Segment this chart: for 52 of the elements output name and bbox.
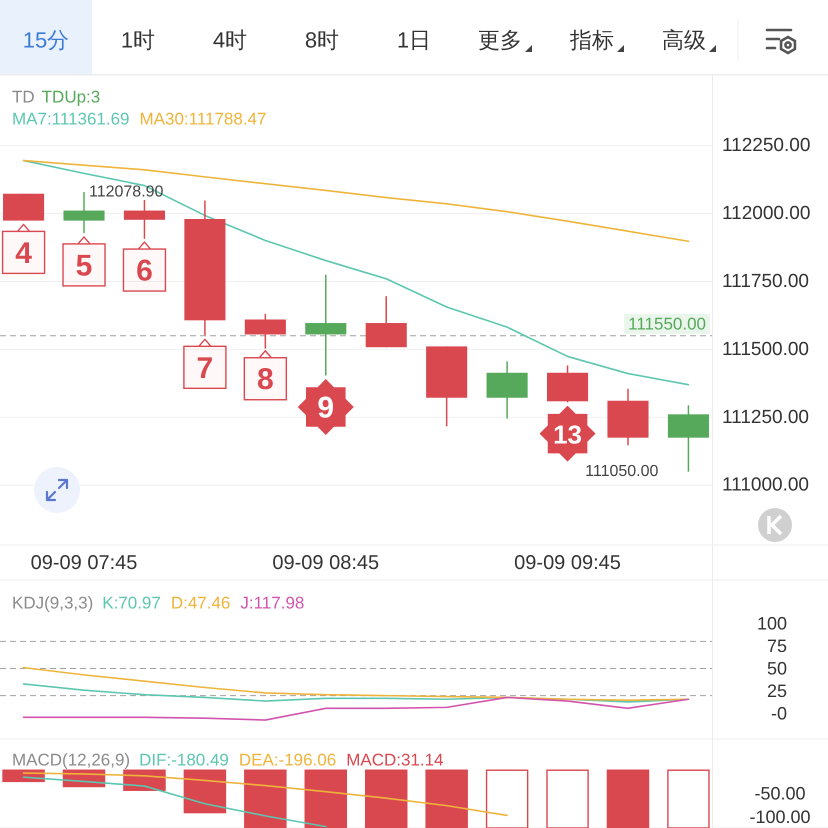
y-tick-label: -50.00 [754,784,806,804]
candlestick [305,274,346,376]
y-tick-label: 112250.00 [722,135,810,156]
y-tick-label: 25 [766,681,787,702]
text: K:70.97 [102,594,161,612]
y-tick-label: 100 [756,613,787,634]
annotation: 9 [317,391,334,424]
annotation: 111050.00 [585,463,659,480]
text: 4时 [212,28,248,52]
text: J:117.98 [240,594,304,612]
annotation: 112078.90 [89,184,164,201]
y-tick-label: 111250.00 [722,406,809,428]
annotation: 7 [196,352,214,385]
line-series [22,696,690,721]
text: 15分 [22,28,70,52]
y-tick-label: 111500.00 [722,338,809,360]
text: 指标 [569,28,614,52]
text: 更多 [478,28,522,52]
annotation: 8 [256,363,274,396]
line-series [22,776,327,828]
x-tick-label: 09-09 07:45 [30,552,138,574]
annotation: 4 [15,236,32,270]
text: MA7:111361.69 [12,110,130,128]
text: 1日 [396,28,432,52]
line-series [22,666,690,701]
y-tick-label: -100.00 [749,806,811,827]
x-tick-label: 09-09 08:45 [272,552,380,574]
line-series [22,772,508,816]
text: KDJ(9,3,3) [12,594,94,612]
y-tick-label: -0 [770,704,787,724]
series-label: MACD:31.14 [346,750,444,770]
line-series [22,160,690,242]
y-tick-label: 112000.00 [722,203,810,224]
y-tick-label: 75 [766,636,787,656]
y-tick-label: 50 [766,658,787,679]
y-tick-label: 111000.00 [722,474,809,496]
text: TDUp:3 [42,88,100,106]
text: MACD(12,26,9) [12,750,130,770]
text: TD [12,88,35,106]
x-tick-label: 09-09 09:45 [514,552,621,574]
y-tick-label: 111750.00 [722,270,809,292]
series-label: DEA:-196.06 [238,750,336,770]
text: 高级 [662,28,706,52]
annotation: 5 [76,249,92,282]
text: 1时 [120,28,156,52]
annotation: 6 [136,254,153,288]
text: MA30:111788.47 [140,110,266,128]
text: 8时 [304,28,340,52]
series-label: DIF:-180.49 [139,750,229,770]
text: D:47.46 [170,594,230,612]
ref-line-label: 111550.00 [628,314,706,334]
annotation: 13 [553,420,582,450]
